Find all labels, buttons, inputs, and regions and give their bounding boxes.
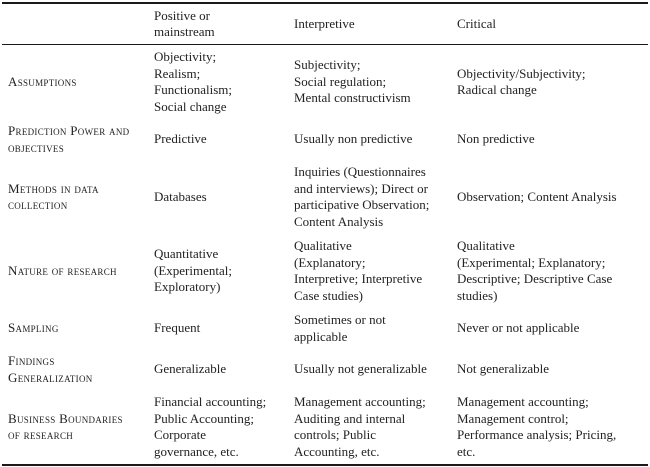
table-row-prediction-power: Prediction Power and objectives Predicti… [2, 119, 648, 160]
table-cell: Usually non predictive [294, 131, 413, 147]
table-cell: Objectivity; Realism; Functionalism; Soc… [154, 49, 232, 114]
table-cell: Inquiries (Questionnaires and interviews… [294, 164, 430, 229]
row-label: Business Boundaries of research [8, 410, 123, 443]
table-row-sampling: Sampling Frequent Sometimes or not appli… [2, 308, 648, 349]
table-row-findings-generalization: Findings Generalization Generalizable Us… [2, 349, 648, 390]
table-cell: Qualitative (Experimental; Explanatory; … [457, 238, 613, 303]
table-cell: Not generalizable [457, 361, 550, 377]
row-label: Sampling [8, 320, 59, 336]
table-cell: Never or not applicable [457, 320, 580, 336]
table-cell: Predictive [154, 131, 207, 147]
table-cell: Non predictive [457, 131, 535, 147]
header-positive-mainstream: Positive or mainstream [154, 8, 215, 39]
table-row-assumptions: Assumptions Objectivity; Realism; Functi… [2, 45, 648, 120]
table-cell: Frequent [154, 320, 201, 336]
row-label: Prediction Power and objectives [8, 123, 130, 155]
header-row: Positive or mainstream Interpretive Crit… [2, 3, 648, 45]
table-cell: Sometimes or not applicable [294, 312, 386, 344]
table-row-methods-data-collection: Methods in data collection Databases Inq… [2, 160, 648, 234]
table-cell: Databases [154, 188, 207, 204]
table-cell: Usually not generalizable [294, 361, 427, 377]
header-empty-cell [2, 3, 152, 45]
table-cell: Management accounting; Management contro… [457, 394, 617, 459]
table-cell: Management accounting; Auditing and inte… [294, 394, 426, 459]
table-cell: Financial accounting; Public Accounting;… [154, 394, 267, 459]
row-label: Nature of research [8, 262, 117, 278]
table-cell: Subjectivity; Social regulation; Mental … [294, 57, 411, 106]
table-row-business-boundaries: Business Boundaries of research Financia… [2, 390, 648, 465]
row-label: Methods in data collection [8, 180, 99, 213]
table-row-nature-of-research: Nature of research Quantitative (Experim… [2, 234, 648, 308]
row-label: Findings Generalization [8, 353, 93, 385]
table-cell: Objectivity/Subjectivity; Radical change [457, 65, 586, 98]
row-label: Assumptions [8, 73, 77, 89]
table-cell: Generalizable [154, 361, 227, 377]
table-cell: Qualitative (Explanatory; Interpretive; … [294, 238, 423, 303]
table-cell: Observation; Content Analysis [457, 188, 617, 204]
table-cell: Quantitative (Experimental; Exploratory) [154, 246, 232, 295]
header-critical: Critical [457, 16, 496, 31]
header-interpretive: Interpretive [294, 16, 355, 31]
